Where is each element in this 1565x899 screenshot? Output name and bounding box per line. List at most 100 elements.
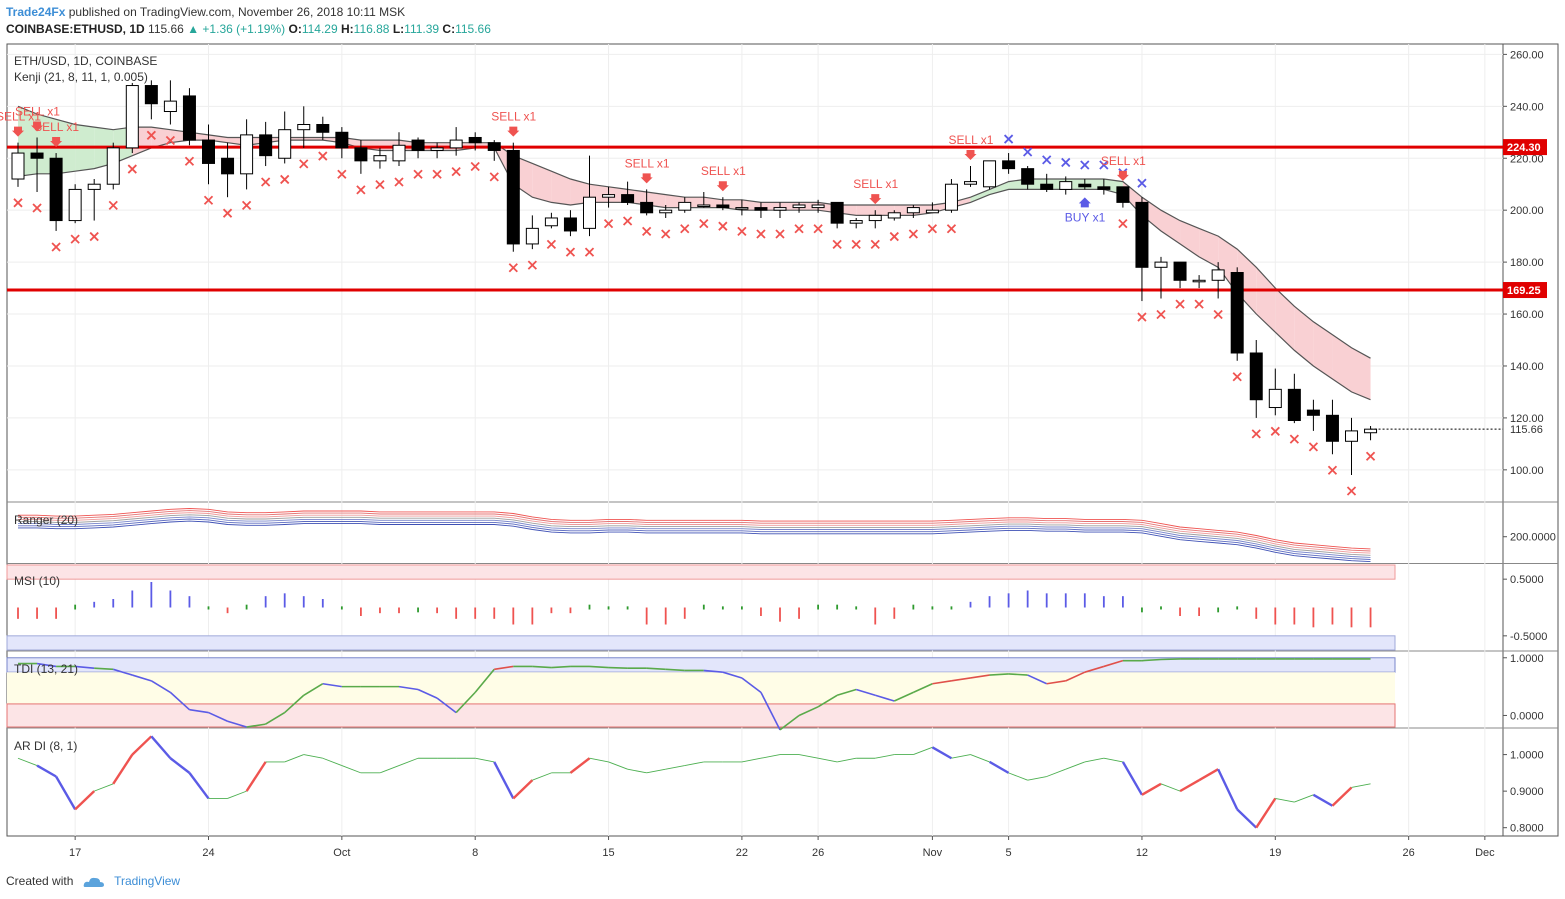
tdi-line-segment: [494, 665, 514, 671]
sell-x-mark: [1118, 218, 1128, 229]
buy-x-mark: [1099, 160, 1109, 170]
candle-body: [411, 139, 425, 151]
low-value: 111.39: [404, 22, 440, 36]
sell-x-mark: [318, 151, 328, 161]
ranger-band-1: [18, 510, 1371, 552]
tdi-line-segment: [589, 665, 609, 669]
sell-x-mark: [184, 156, 195, 166]
price-tick-label-1: 240.00: [1510, 101, 1544, 113]
tdi-line-segment: [1065, 671, 1086, 682]
kenji-cloud-segment: [1275, 288, 1295, 351]
sell-signal-label: SELL x1: [949, 133, 994, 147]
sell-arrow-icon: [12, 126, 24, 137]
ardi-line-segment: [94, 783, 114, 792]
candle-body: [202, 139, 215, 164]
candle-body: [716, 204, 730, 209]
x-tick-label-0: 17: [69, 847, 81, 859]
price-tick-label-2: 220.00: [1510, 153, 1544, 165]
ardi-line-segment: [112, 753, 134, 785]
price-change: +1.36 (+1.19%): [202, 22, 286, 36]
price-tick-label-3: 200.00: [1510, 205, 1544, 217]
tdi-line-segment: [875, 694, 895, 702]
candle-body: [316, 123, 330, 133]
sell-signal-label: SELL x1: [491, 110, 536, 124]
close-value: 115.66: [455, 22, 491, 36]
tdi-line-segment: [417, 688, 438, 699]
sell-x-mark: [32, 203, 42, 213]
candle-body: [430, 147, 444, 151]
x-tick-label-2: Oct: [333, 847, 350, 859]
candle-body: [1325, 414, 1339, 442]
candle-body: [1059, 181, 1073, 190]
ardi-line-segment: [741, 757, 762, 763]
x-tick-label-8: 5: [1006, 847, 1012, 859]
candle-body: [697, 204, 711, 207]
tdi-line-segment: [169, 691, 190, 711]
sell-x-mark: [584, 247, 595, 257]
x-tick-label-9: 12: [1136, 847, 1148, 859]
sell-x-mark: [870, 239, 880, 249]
author-link[interactable]: Trade24Fx: [6, 5, 66, 19]
ranger-band-4: [18, 516, 1371, 558]
sell-x-mark: [1213, 309, 1223, 320]
x-tick-label-5: 22: [736, 847, 748, 859]
tdi-line-segment: [741, 677, 762, 694]
level-tag-1: [1503, 282, 1547, 299]
candle-body: [983, 160, 997, 188]
ardi-line-segment: [341, 765, 362, 774]
tdi-line-segment: [284, 694, 305, 714]
kenji-cloud-segment: [1332, 334, 1352, 392]
tdi-line-segment: [474, 668, 495, 693]
candle-body: [1268, 388, 1282, 409]
sell-signal-label: SELL x1: [0, 110, 41, 124]
candle-body: [1173, 261, 1187, 281]
ardi-line-segment: [684, 761, 704, 766]
candle-body: [11, 152, 25, 180]
candle-body: [335, 131, 349, 149]
candle-body: [1040, 183, 1054, 190]
candle-body: [1192, 279, 1206, 283]
tdi-line-segment: [189, 708, 209, 714]
buy-signal-label: BUY x1: [1065, 210, 1106, 224]
ardi-line-segment: [646, 768, 666, 774]
candle-body: [221, 157, 235, 175]
ranger-band-5: [18, 518, 1371, 560]
candle-body: [1249, 352, 1263, 401]
published-text: published on TradingView.com, November 2…: [68, 5, 406, 19]
tdi-line-segment: [322, 682, 342, 688]
sell-x-mark: [565, 247, 576, 257]
tdi-line-segment: [75, 665, 95, 669]
sell-x-mark: [889, 231, 899, 242]
ardi-line-segment: [875, 754, 895, 759]
kenji-cloud-segment: [303, 137, 323, 141]
candle-body: [640, 201, 654, 214]
buy-x-mark: [1137, 178, 1147, 188]
sell-arrow-icon: [716, 181, 729, 192]
ardi-line-segment: [760, 754, 781, 759]
sell-x-mark: [718, 221, 728, 231]
candle-body: [1230, 272, 1244, 354]
x-tick-label-1: 24: [202, 847, 214, 859]
sell-signal-label: SELL x1: [853, 177, 898, 191]
candle-body: [773, 207, 787, 211]
price-tick-label-5: 160.00: [1510, 309, 1544, 321]
ardi-line-segment: [1008, 772, 1028, 781]
sell-signal-label: SELL x1: [625, 156, 670, 170]
tdi-line-segment: [1141, 658, 1162, 662]
tdi-line-segment: [1046, 680, 1066, 685]
tdi-line-segment: [551, 665, 571, 669]
sell-x-mark: [546, 239, 557, 249]
tdi-lower-zone: [6, 703, 1396, 728]
open-label: O:: [288, 22, 302, 36]
tradingview-cloud-icon: [83, 877, 104, 887]
tradingview-link[interactable]: TradingView: [114, 874, 181, 888]
sell-x-mark: [1327, 465, 1338, 475]
candle-body: [68, 188, 82, 222]
sell-x-mark: [1270, 426, 1280, 436]
price-legend-symbol: ETH/USD, 1D, COINBASE: [14, 54, 157, 68]
candle-body: [621, 194, 635, 203]
tdi-line-segment: [265, 711, 286, 725]
tdi-line-segment: [779, 714, 800, 731]
candle-body: [182, 95, 196, 141]
